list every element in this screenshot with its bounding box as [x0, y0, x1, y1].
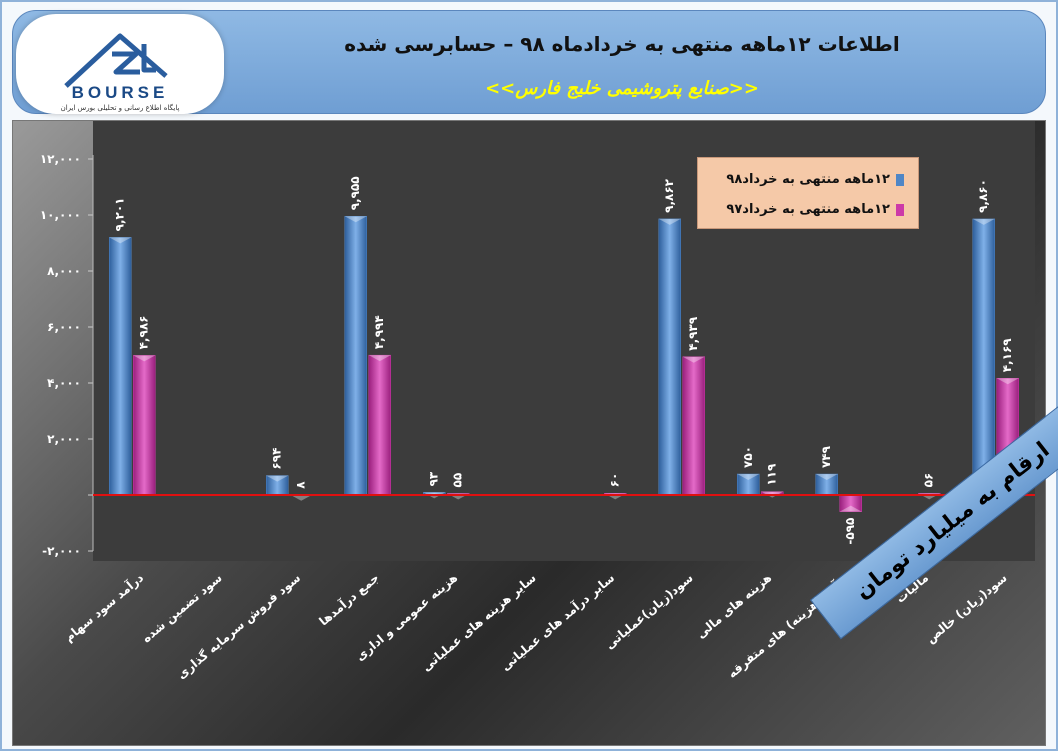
legend-swatch-97 — [896, 203, 904, 216]
data-label: ۷۴۹ — [819, 445, 833, 468]
bar-98 — [344, 216, 367, 496]
data-label: ۹,۲۰۱ — [113, 198, 127, 232]
x-tick-label: سود(زیان)عملیاتی — [603, 571, 697, 653]
x-tick-label: سود تضمین شده — [139, 571, 225, 647]
bar-bevel — [368, 355, 391, 362]
bar-bevel — [737, 474, 760, 480]
bar-bevel — [815, 474, 838, 481]
bourse-logo-icon: BOURSE پایگاه اطلاع رسانی و تحلیلی بورس … — [61, 33, 180, 112]
data-label: ۷۵۰ — [741, 446, 755, 468]
data-label: ۹,۸۶۲ — [662, 178, 676, 213]
data-label: ۵۶ — [922, 473, 936, 488]
bar-bevel — [109, 237, 132, 244]
y-tick-label: ۴,۰۰۰ — [47, 376, 81, 390]
data-label: ۹۳ — [427, 471, 441, 486]
legend-swatch-98 — [896, 173, 904, 186]
bar-97 — [133, 355, 156, 496]
bar-98 — [972, 218, 995, 496]
data-label: ۴,۹۹۴ — [372, 315, 386, 349]
y-tick-label: ۸,۰۰۰ — [47, 264, 81, 278]
data-label: ۴,۹۸۶ — [137, 316, 151, 350]
chart-area: -۲,۰۰۰ ۲,۰۰۰ ۴,۰۰۰ ۶,۰۰۰ ۸,۰۰۰ ۱۰,۰۰۰ ۱۲,۰۰۰ ۹,… — [12, 120, 1046, 746]
logo-tagline: پایگاه اطلاع رسانی و تحلیلی بورس ایران — [61, 103, 180, 112]
data-label: ۸ — [294, 481, 308, 489]
bar-bevel — [972, 218, 995, 225]
bar-98 — [109, 237, 132, 496]
logo-text: BOURSE — [72, 83, 169, 102]
y-tick-label: ۲,۰۰۰ — [47, 432, 81, 446]
x-tick-label: درآمد سود سهام — [61, 570, 147, 646]
bar-bevel — [133, 355, 156, 362]
logo: BOURSE پایگاه اطلاع رسانی و تحلیلی بورس … — [16, 14, 224, 114]
bar-bevel — [344, 216, 367, 223]
x-tick-label: سود(زیان) خالص — [923, 571, 1010, 647]
bar-bevel — [839, 505, 862, 512]
data-label: ۹,۹۵۵ — [348, 176, 362, 210]
page-subtitle: <<صنایع پتروشیمی خلیج فارس>> — [485, 78, 759, 99]
bar-bevel — [266, 475, 289, 482]
x-tick-label: سود فروش سرمایه گذاری — [174, 571, 303, 683]
data-label: ۶۰ — [608, 473, 622, 488]
data-label: ۴,۹۳۹ — [686, 316, 700, 351]
data-label: ۵۵ — [451, 473, 465, 488]
data-label: -۵۹۵ — [843, 518, 857, 545]
bar-bevel — [682, 356, 705, 363]
legend-label-97: ۱۲ماهه منتهی به خرداد۹۷ — [726, 202, 890, 217]
data-label: ۹,۸۶۰ — [976, 179, 990, 213]
bar-97 — [368, 354, 391, 496]
page-title: اطلاعات ۱۲ماهه منتهی به خردادماه ۹۸ – حس… — [344, 32, 900, 56]
x-tick-label: هزینه های مالی — [694, 571, 774, 642]
y-tick-label: ۱۲,۰۰۰ — [40, 152, 81, 166]
bar-bevel — [658, 218, 681, 225]
bar-bevel — [290, 494, 313, 501]
legend-item-97: ۱۲ماهه منتهی به خرداد۹۷ — [726, 202, 904, 217]
data-label: ۱۱۹ — [765, 463, 779, 486]
legend-label-98: ۱۲ماهه منتهی به خرداد۹۸ — [726, 172, 890, 187]
bar-98 — [658, 218, 681, 496]
data-label: ۶۹۴ — [270, 448, 284, 470]
chart-legend: ۱۲ماهه منتهی به خرداد۹۸ ۱۲ماهه منتهی به … — [697, 157, 919, 229]
bar-chart: -۲,۰۰۰ ۲,۰۰۰ ۴,۰۰۰ ۶,۰۰۰ ۸,۰۰۰ ۱۰,۰۰۰ ۱۲,۰۰۰ ۹,… — [40, 121, 1035, 683]
y-tick-label: ۱۰,۰۰۰ — [40, 208, 81, 222]
bar-bevel — [996, 378, 1019, 385]
y-tick-label: ۶,۰۰۰ — [47, 320, 81, 334]
data-label: ۴,۱۶۹ — [1000, 338, 1014, 373]
y-tick-label: -۲,۰۰۰ — [42, 544, 81, 558]
bar-97 — [682, 356, 705, 496]
x-tick-label: جمع درآمدها — [316, 570, 382, 629]
legend-item-98: ۱۲ماهه منتهی به خرداد۹۸ — [726, 172, 904, 187]
